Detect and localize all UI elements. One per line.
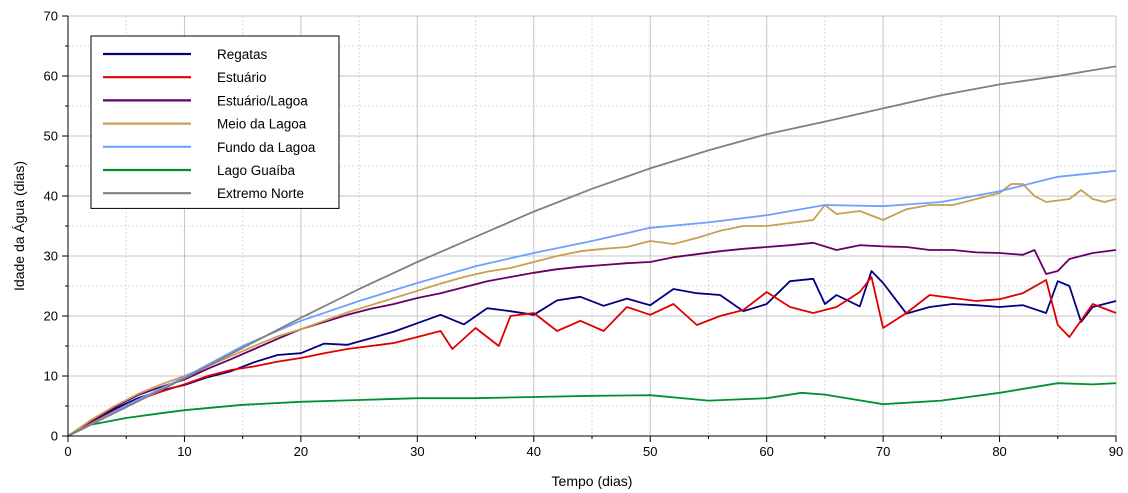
y-axis-label: Idade da Água (dias) <box>11 161 27 291</box>
series-line-estu-rio <box>67 276 1117 437</box>
x-tick-label: 50 <box>643 444 657 459</box>
y-tick-label: 60 <box>44 69 58 84</box>
x-tick-label: 10 <box>177 444 191 459</box>
axes: 0 10 20 30 40 50 60 70 80 90 0 10 20 30 40 50 60 70 <box>44 9 1124 460</box>
series-lines <box>67 65 1117 437</box>
x-tick-label: 80 <box>992 444 1006 459</box>
legend-label: Meio da Lagoa <box>217 117 307 132</box>
series-line-regatas <box>67 270 1117 437</box>
x-axis-label: Tempo (dias) <box>552 473 633 489</box>
legend-label: Lago Guaíba <box>217 163 296 178</box>
y-tick-label: 30 <box>44 249 58 264</box>
legend: Regatas Estuário Estuário/Lagoa Meio da Lag… <box>90 35 340 209</box>
legend-box <box>90 35 340 209</box>
grid-lines <box>67 15 1117 437</box>
x-tick-label: 70 <box>876 444 890 459</box>
y-tick-label: 10 <box>44 369 58 384</box>
y-tick-label: 20 <box>44 309 58 324</box>
series-line-extremo-norte <box>67 65 1117 437</box>
x-tick-label: 30 <box>410 444 424 459</box>
x-tick-label: 20 <box>294 444 308 459</box>
y-tick-label: 0 <box>51 429 58 444</box>
x-tick-label: 0 <box>64 444 71 459</box>
series-line-lago-gua-ba <box>67 382 1117 437</box>
legend-label: Estuário/Lagoa <box>217 93 308 108</box>
y-tick-label: 50 <box>44 129 58 144</box>
series-line-meio-da-lagoa <box>67 183 1117 437</box>
x-tick-label: 40 <box>527 444 541 459</box>
series-line-estu-rio-lagoa <box>67 241 1117 437</box>
series-line-fundo-da-lagoa <box>67 169 1117 437</box>
legend-label: Fundo da Lagoa <box>217 140 316 155</box>
y-tick-label: 40 <box>44 189 58 204</box>
legend-label: Estuário <box>217 70 267 85</box>
y-tick-label: 70 <box>44 9 58 24</box>
legend-label: Extremo Norte <box>217 186 304 201</box>
x-tick-label: 60 <box>759 444 773 459</box>
x-tick-label: 90 <box>1109 444 1123 459</box>
legend-label: Regatas <box>217 47 268 62</box>
